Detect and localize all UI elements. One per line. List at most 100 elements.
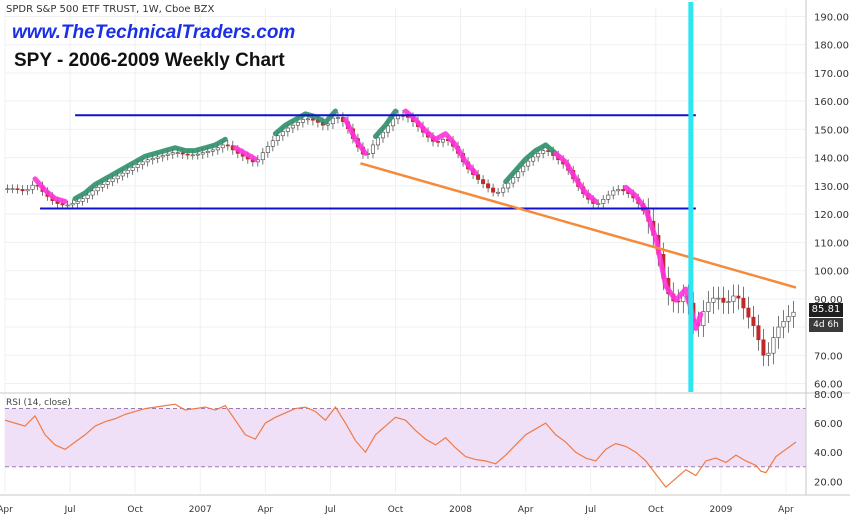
rsi-band-fill — [5, 408, 806, 467]
candle-up — [270, 140, 275, 147]
candle-up — [300, 119, 305, 123]
candle-up — [706, 302, 711, 312]
candle-down — [751, 316, 756, 326]
candle-up — [611, 190, 616, 196]
candle-up — [596, 203, 601, 205]
price-badge: 85.81 — [809, 303, 843, 317]
candle-down — [185, 153, 190, 156]
candle-up — [25, 189, 30, 192]
candle-up — [380, 131, 385, 139]
rsi-label: RSI (14, close) — [6, 398, 71, 408]
candle-up — [165, 153, 170, 156]
candle-up — [130, 167, 135, 171]
candle-up — [200, 152, 205, 155]
price-tick-label: 90.00 — [814, 295, 843, 306]
candle-up — [521, 165, 526, 173]
time-tick-label: Apr — [778, 505, 794, 515]
candle-up — [285, 127, 290, 132]
magenta-downtrend-highlight — [553, 150, 599, 204]
candle-down — [436, 141, 441, 143]
candle-up — [195, 153, 200, 156]
candle-down — [621, 189, 626, 192]
rsi-series-line — [4, 403, 797, 489]
green-uptrend-highlight — [72, 136, 228, 202]
candle-up — [606, 194, 611, 200]
candle-down — [486, 183, 491, 189]
candle-up — [375, 137, 380, 146]
candle-down — [756, 325, 761, 341]
candle-up — [330, 117, 335, 125]
candle-down — [481, 179, 486, 185]
candle-up — [496, 191, 501, 194]
candle-up — [95, 186, 100, 192]
candle-up — [70, 203, 75, 206]
candle-down — [476, 174, 481, 180]
time-tick-label: Oct — [648, 505, 664, 515]
candle-down — [15, 188, 20, 191]
candle-up — [771, 337, 776, 354]
candle-up — [85, 194, 90, 199]
price-tick-label: 140.00 — [814, 154, 849, 165]
candle-up — [190, 154, 195, 157]
time-tick-label: 2008 — [449, 505, 472, 515]
candle-down — [20, 189, 25, 192]
descending-trendline — [360, 162, 797, 289]
candle-down — [741, 297, 746, 309]
vertical-marker — [688, 2, 694, 392]
overlays — [32, 2, 797, 392]
candle-up — [145, 159, 150, 163]
candle-down — [761, 339, 766, 356]
price-tick-label: 150.00 — [814, 125, 849, 136]
candle-up — [205, 150, 210, 154]
candle-up — [65, 204, 70, 207]
candle-up — [716, 297, 721, 300]
price-tick-label: 120.00 — [814, 210, 849, 221]
rsi-tick-label: 40.00 — [814, 448, 843, 459]
magenta-downtrend-highlight — [403, 108, 479, 176]
time-tick-label: Oct — [388, 505, 404, 515]
candle-up — [791, 311, 796, 317]
candle-up — [516, 171, 521, 178]
candle-up — [30, 184, 35, 190]
price-tick-label: 70.00 — [814, 351, 843, 362]
candle-up — [711, 297, 716, 303]
candle-up — [90, 190, 95, 196]
rsi-tick-label: 60.00 — [814, 419, 843, 430]
candle-up — [150, 158, 155, 161]
candle-down — [60, 203, 65, 206]
candle-up — [526, 160, 531, 167]
candle-up — [220, 144, 225, 149]
candle-up — [280, 131, 285, 137]
candle-up — [75, 201, 80, 204]
magenta-downtrend-highlight — [32, 176, 68, 204]
rsi-band — [5, 408, 806, 468]
candle-up — [290, 124, 295, 129]
rsi-tick-label: 20.00 — [814, 477, 843, 488]
price-tick-label: 110.00 — [814, 238, 849, 249]
candle-up — [370, 144, 375, 154]
time-tick-label: Apr — [0, 505, 13, 515]
candle-up — [501, 187, 506, 193]
time-tick-label: Apr — [518, 505, 534, 515]
time-tick-label: Jul — [324, 505, 336, 515]
candle-down — [736, 295, 741, 299]
candle-up — [110, 178, 115, 182]
candle-up — [541, 150, 546, 154]
candle-up — [766, 352, 771, 356]
price-tick-label: 170.00 — [814, 69, 849, 80]
candle-up — [531, 156, 536, 162]
candle-down — [721, 297, 726, 303]
candle-up — [10, 188, 15, 191]
candle-down — [225, 144, 230, 147]
magenta-downtrend-highlight — [342, 117, 368, 156]
rsi-tick-label: 80.00 — [814, 390, 843, 401]
countdown-badge: 4d 6h — [809, 318, 843, 332]
candle-down — [491, 187, 496, 193]
magenta-downtrend-highlight — [232, 145, 258, 162]
candle-up — [786, 316, 791, 322]
candle-up — [115, 175, 120, 180]
time-tick-label: Apr — [258, 505, 274, 515]
candle-up — [105, 181, 110, 185]
candle-up — [441, 138, 446, 143]
